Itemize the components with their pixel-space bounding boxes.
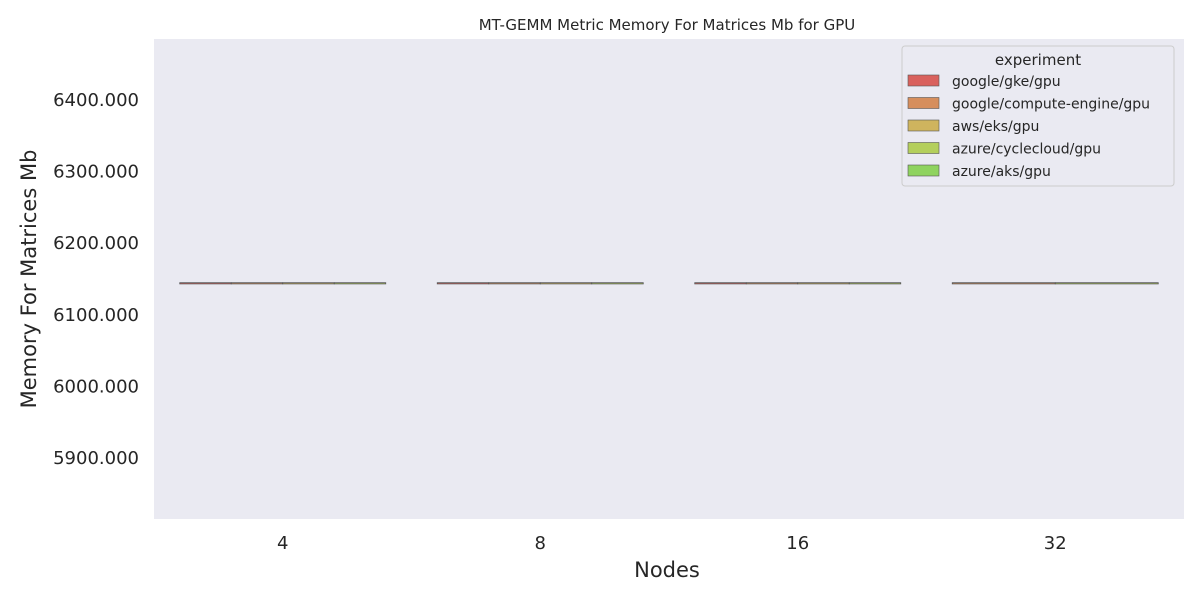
bars-layer [179,282,1159,285]
legend-swatch [907,142,940,154]
y-tick-labels: 5900.000 6000.000 6100.000 6200.000 6300.000… [53,90,139,469]
x-tick-labels: 4 8 16 32 [277,533,1067,554]
legend-swatch [907,97,940,109]
legend-items: google/gke/gpu google/compute-engine/gpu a… [907,74,1150,180]
bar [230,282,284,285]
x-axis-title: Nodes [634,558,700,582]
legend-swatch [907,164,940,177]
bar [539,282,593,285]
bar [694,282,747,285]
bar [436,282,490,285]
bar [488,282,541,285]
y-axis-title: Memory For Matrices Mb [17,150,41,409]
chart-title: MT-GEMM Metric Memory For Matrices Mb fo… [479,16,856,34]
legend-label: google/compute-engine/gpu [952,97,1150,113]
legend: experiment google/gke/gpu google/compute-… [901,45,1175,187]
y-tick-label: 6200.000 [53,233,139,254]
legend-swatch [907,74,940,87]
x-tick-label: 16 [786,533,809,554]
y-tick-label: 5900.000 [53,448,139,469]
legend-box [901,45,1175,187]
legend-label: azure/aks/gpu [952,164,1051,180]
legend-label: google/gke/gpu [952,74,1061,90]
x-tick-label: 4 [277,533,288,554]
bar [333,282,387,285]
bar [282,282,335,285]
y-tick-label: 6000.000 [53,376,139,397]
x-tick-label: 8 [535,533,546,554]
legend-title: experiment [995,51,1081,69]
bar [179,282,232,285]
y-tick-label: 6100.000 [53,305,139,326]
legend-swatch [907,119,940,132]
bar [848,282,902,285]
bar [591,282,644,285]
x-tick-label: 32 [1044,533,1067,554]
bar [951,282,1056,285]
legend-label: aws/eks/gpu [952,119,1039,135]
bar [745,282,799,285]
bar [797,282,850,285]
y-tick-label: 6400.000 [53,90,139,111]
y-tick-label: 6300.000 [53,162,139,183]
bar [1054,282,1159,285]
legend-label: azure/cyclecloud/gpu [952,142,1101,158]
